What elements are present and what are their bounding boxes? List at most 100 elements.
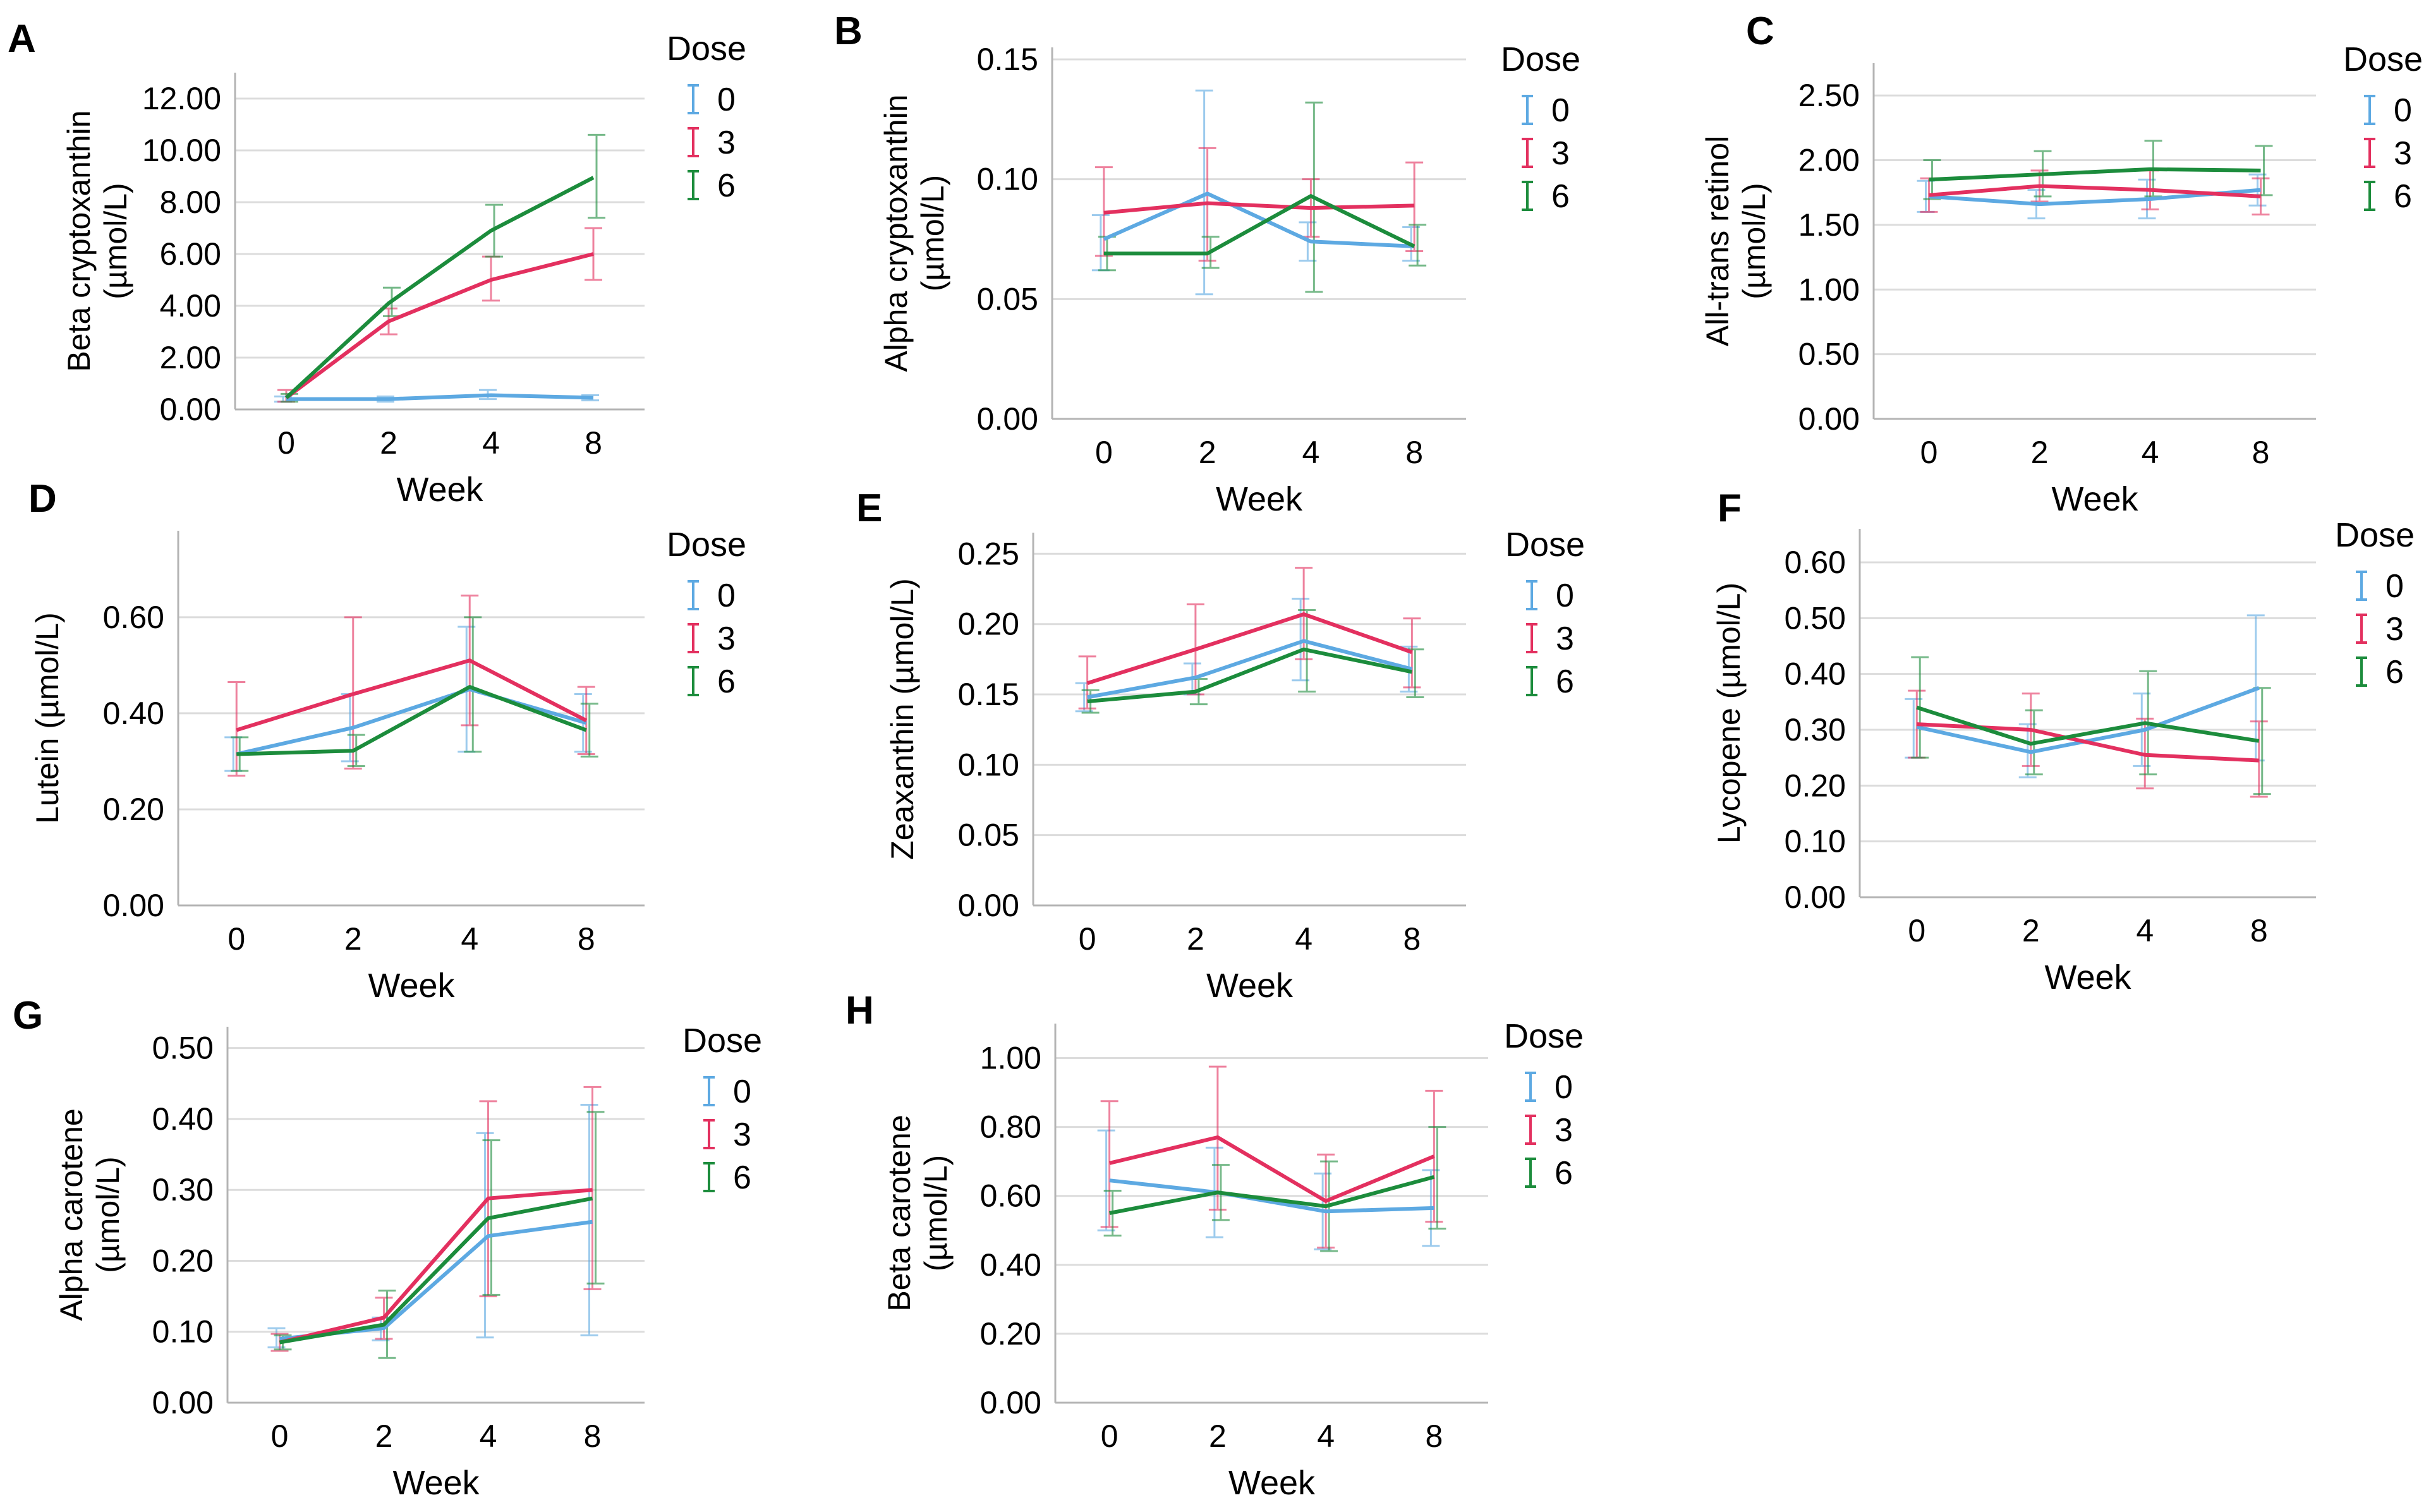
x-axis-title: Week <box>2044 959 2131 996</box>
y-axis-title: Alpha cryptoxanthin <box>878 94 914 372</box>
legend-label: 0 <box>1555 1069 1573 1106</box>
y-tick-label: 0.80 <box>980 1110 1041 1145</box>
y-tick-label: 0.20 <box>103 792 164 827</box>
y-tick-label: 0.50 <box>1798 337 1860 372</box>
legend-label: 0 <box>733 1074 751 1110</box>
x-tick-label: 4 <box>480 1418 497 1454</box>
panel-c: C 0.00 0.50 1.00 1.50 2.00 2.50 0 2 4 8 Week All-tra… <box>1700 9 2423 518</box>
legend-label: 0 <box>717 82 736 118</box>
legend-label: 0 <box>1551 92 1570 129</box>
legend: Dose 0 3 6 <box>2335 516 2415 691</box>
y-tick-label: 0.10 <box>1785 824 1846 859</box>
legend-label: 3 <box>2386 611 2404 648</box>
x-axis-title: Week <box>1216 480 1303 518</box>
panel-label: G <box>13 994 43 1037</box>
y-tick-label: 4.00 <box>160 288 221 324</box>
x-tick-label: 2 <box>1199 435 1216 470</box>
series-line-dose-0 <box>236 687 587 756</box>
panel-label: F <box>1718 487 1742 530</box>
x-tick-label: 8 <box>2252 435 2270 470</box>
x-tick-label: 8 <box>2250 913 2268 948</box>
x-tick-label: 2 <box>380 425 397 461</box>
legend-label: 6 <box>733 1159 751 1196</box>
x-tick-label: 0 <box>227 921 245 957</box>
x-tick-label: 2 <box>344 921 362 957</box>
legend-title: Dose <box>1501 40 1580 78</box>
y-tick-label: 0.20 <box>980 1316 1041 1352</box>
y-tick-label: 12.00 <box>142 81 221 116</box>
legend-title: Dose <box>2343 40 2423 78</box>
error-bar-dose-6 <box>586 1111 605 1285</box>
series-line-dose-0 <box>286 393 594 401</box>
y-axis-title: Beta cryptoxanthin <box>61 110 97 372</box>
y-tick-label: 0.60 <box>103 600 164 635</box>
legend-title: Dose <box>667 30 746 68</box>
error-bar-dose-3 <box>1403 617 1421 689</box>
y-tick-label: 6.00 <box>160 236 221 272</box>
legend-title: Dose <box>1505 526 1585 564</box>
panel-h: H 0.00 0.20 0.40 0.60 0.80 1.00 0 2 4 8 Week Beta ca… <box>846 989 1584 1502</box>
legend: Dose 0 3 6 <box>2343 40 2423 215</box>
error-bar-dose-3 <box>583 1086 602 1290</box>
legend: Dose 0 3 6 <box>1501 40 1580 215</box>
y-tick-label: 0.20 <box>958 607 1019 642</box>
series-line-dose-6 <box>1929 167 2261 182</box>
x-tick-label: 4 <box>1302 435 1319 470</box>
x-tick-label: 4 <box>1317 1418 1335 1454</box>
series-line-dose-3 <box>236 658 588 732</box>
legend-title: Dose <box>2335 516 2415 554</box>
y-tick-label: 1.00 <box>1798 272 1860 307</box>
y-tick-label: 0.05 <box>958 818 1019 853</box>
error-bar-dose-6 <box>580 703 598 758</box>
error-bar-dose-6 <box>588 133 605 219</box>
x-tick-label: 8 <box>585 425 602 461</box>
legend: Dose 0 3 6 <box>1504 1017 1584 1192</box>
y-tick-label: 0.00 <box>103 888 164 923</box>
legend-label: 3 <box>1555 1112 1573 1149</box>
series-line-dose-3 <box>1086 612 1413 686</box>
y-tick-label: 0.60 <box>1785 545 1846 580</box>
y-tick-label: 0.00 <box>980 1385 1041 1420</box>
y-tick-label: 0.60 <box>980 1178 1041 1214</box>
y-tick-label: 0.20 <box>152 1243 214 1278</box>
y-tick-label: 0.30 <box>1785 712 1846 747</box>
series-line-dose-3 <box>1108 1135 1435 1203</box>
y-axis-title: Zeaxanthin (µmol/L) <box>885 578 920 860</box>
x-axis-title: Week <box>2051 480 2138 518</box>
y-tick-label: 0.00 <box>1785 880 1846 915</box>
legend: Dose 0 3 6 <box>1505 526 1585 700</box>
x-tick-label: 2 <box>2031 435 2049 470</box>
y-tick-label: 0.10 <box>152 1314 214 1350</box>
y-tick-label: 0.40 <box>103 696 164 731</box>
legend-label: 3 <box>2394 135 2412 172</box>
series-line-dose-0 <box>1103 191 1415 248</box>
x-axis-title: Week <box>1228 1464 1316 1502</box>
y-tick-label: 0.15 <box>958 677 1019 712</box>
y-tick-label: 1.00 <box>980 1041 1041 1076</box>
y-tick-label: 0.15 <box>977 42 1038 77</box>
y-axis-title: (µmol/L) <box>90 1156 126 1273</box>
legend-label: 0 <box>717 578 736 614</box>
x-tick-label: 8 <box>1405 435 1423 470</box>
series-line-dose-0 <box>1109 1178 1434 1214</box>
y-tick-label: 2.00 <box>160 340 221 375</box>
y-tick-label: 2.50 <box>1798 78 1860 113</box>
y-tick-label: 0.10 <box>977 162 1038 197</box>
y-tick-label: 0.40 <box>1785 656 1846 692</box>
legend-label: 0 <box>2386 568 2404 605</box>
y-axis-title: (µmol/L) <box>98 183 133 299</box>
legend-label: 3 <box>1551 135 1570 172</box>
legend: Dose 0 3 6 <box>667 526 746 700</box>
panel-f: F 0.00 0.10 0.20 0.30 0.40 0.50 0.60 0 2 4 8 Week Lyc… <box>1711 487 2415 996</box>
x-tick-label: 8 <box>578 921 595 957</box>
y-tick-label: 0.00 <box>160 392 221 427</box>
x-tick-label: 4 <box>2136 913 2154 948</box>
series-line-dose-6 <box>284 176 595 399</box>
legend: Dose 0 3 6 <box>667 30 746 204</box>
y-tick-label: 0.25 <box>958 536 1019 571</box>
error-bar-dose-0 <box>476 1132 494 1339</box>
y-axis-title: Alpha carotene <box>54 1108 89 1321</box>
y-tick-label: 0.50 <box>152 1031 214 1066</box>
y-tick-label: 0.05 <box>977 281 1038 317</box>
